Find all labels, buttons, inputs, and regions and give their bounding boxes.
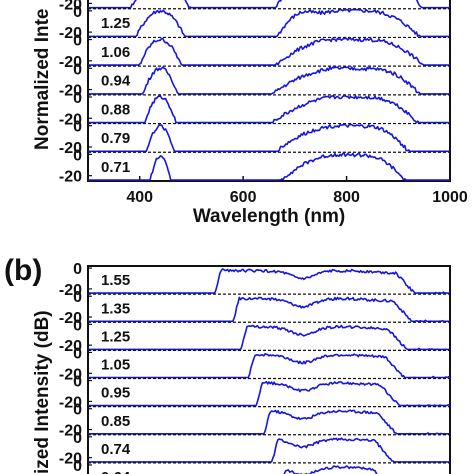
y-tick-label: -20 <box>59 111 82 128</box>
trace-label: 1.35 <box>101 300 130 317</box>
y-tick-label: -20 <box>59 394 82 411</box>
panel-b-chart: 0-201.550-201.350-201.250-201.050-200.95… <box>59 261 451 474</box>
y-tick-label: -20 <box>59 25 82 42</box>
trace-label: 0.94 <box>101 73 131 90</box>
panel-b-label: (b) <box>4 254 42 287</box>
y-tick-label: 0 <box>73 317 82 334</box>
y-tick-label: 0 <box>73 402 82 419</box>
spectrum-trace <box>88 66 450 95</box>
x-tick-label: 400 <box>126 189 153 206</box>
spectrum-trace <box>283 465 378 474</box>
trace-label: 0.88 <box>101 101 130 118</box>
y-tick-label: 0 <box>73 345 82 362</box>
y-tick-label: 0 <box>73 261 82 278</box>
spectrum-trace <box>88 324 450 351</box>
y-tick-label: -20 <box>59 83 82 100</box>
trace-label: 1.05 <box>101 357 130 374</box>
y-tick-label: 0 <box>73 33 82 50</box>
y-tick-label: 0 <box>73 61 82 78</box>
trace-label: 0.79 <box>101 130 130 147</box>
trace-label: 1.06 <box>101 44 130 61</box>
y-tick-label: -20 <box>59 423 82 440</box>
y-tick-label: -20 <box>59 366 82 383</box>
x-tick-label: 600 <box>230 189 257 206</box>
spectrum-trace <box>88 352 451 379</box>
panel-a-chart: 40060080010000-200-201.250-201.060-200.9… <box>59 0 468 206</box>
trace-label: 0.85 <box>101 413 130 430</box>
y-tick-label: 0 <box>73 119 82 136</box>
y-tick-label: 0 <box>73 289 82 306</box>
y-tick-label: -20 <box>59 338 82 355</box>
panel-a-ylabel: Normalized Inte <box>32 9 53 150</box>
panel-a-xlabel: Wavelength (nm) <box>193 206 345 227</box>
spectrum-trace <box>88 37 450 66</box>
y-tick-label: 0 <box>73 90 82 107</box>
y-tick-label: -20 <box>59 282 82 299</box>
spectrum-trace <box>88 0 450 9</box>
y-tick-label: -20 <box>59 0 82 13</box>
trace-label: 1.25 <box>101 328 130 345</box>
trace-label: 0.71 <box>101 159 130 176</box>
spectrum-trace <box>88 268 450 294</box>
y-tick-label: 0 <box>73 4 82 21</box>
y-tick-label: -20 <box>59 451 82 468</box>
x-tick-label: 1000 <box>432 189 468 206</box>
trace-label: 1.25 <box>101 15 130 32</box>
trace-label: 0.95 <box>101 385 130 402</box>
spectrum-trace <box>88 296 450 323</box>
y-tick-label: 0 <box>73 458 82 474</box>
y-tick-label: -20 <box>59 169 82 186</box>
spectrum-trace <box>88 437 450 463</box>
trace-label: 0.64 <box>101 469 131 474</box>
plot-frame <box>87 0 451 182</box>
spectrum-trace <box>88 95 450 124</box>
y-tick-label: 0 <box>73 430 82 447</box>
spectrum-trace <box>88 380 451 407</box>
spectrum-trace <box>88 8 450 38</box>
x-tick-label: 800 <box>333 189 360 206</box>
y-tick-label: 0 <box>73 147 82 164</box>
spectrum-trace <box>88 409 450 435</box>
y-tick-label: -20 <box>59 310 82 327</box>
spectrum-trace <box>88 152 450 181</box>
spectrum-trace <box>88 123 450 153</box>
y-tick-label: -20 <box>59 54 82 71</box>
panel-b-ylabel: ized Intensity (dB) <box>32 310 53 474</box>
y-tick-label: -20 <box>59 140 82 157</box>
trace-label: 1.55 <box>101 272 130 289</box>
trace-label: 0.74 <box>101 441 131 458</box>
y-tick-label: 0 <box>73 374 82 391</box>
